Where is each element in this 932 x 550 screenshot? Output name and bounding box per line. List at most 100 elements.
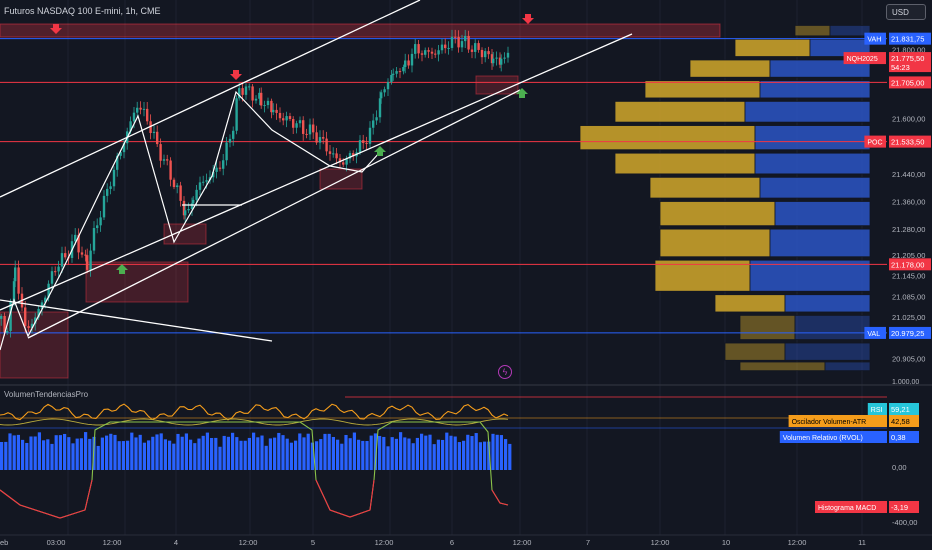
rvol-bar bbox=[449, 435, 453, 470]
candle-body bbox=[427, 50, 430, 52]
rvol-bar bbox=[4, 441, 8, 470]
rvol-bar bbox=[252, 432, 256, 470]
candle-body bbox=[335, 153, 338, 159]
indicator-label bbox=[788, 415, 887, 427]
candle-body bbox=[176, 185, 179, 188]
candle-body bbox=[325, 138, 328, 152]
rvol-bar bbox=[306, 433, 310, 470]
price-tag-text: POC bbox=[867, 140, 882, 147]
rvol-bar bbox=[365, 440, 369, 470]
candle-body bbox=[365, 142, 368, 144]
candle-body bbox=[96, 225, 99, 229]
rvol-bar bbox=[483, 441, 487, 470]
rvol-bar bbox=[25, 442, 29, 470]
candle-body bbox=[9, 300, 12, 331]
rvol-bar bbox=[151, 436, 155, 470]
rvol-bar bbox=[210, 437, 214, 470]
candle-body bbox=[318, 137, 322, 143]
rvol-bar bbox=[504, 439, 508, 470]
rvol-bar bbox=[289, 442, 293, 470]
volume-profile-bar bbox=[659, 228, 771, 258]
candle-body bbox=[362, 140, 365, 143]
candle-body bbox=[254, 98, 258, 101]
candle-body bbox=[14, 267, 17, 282]
candle-body bbox=[248, 86, 251, 88]
zone-box bbox=[319, 168, 363, 190]
volume-profile-bar bbox=[774, 201, 871, 227]
candle-body bbox=[74, 234, 77, 242]
candle-body bbox=[149, 121, 152, 134]
volume-profile-bar bbox=[754, 152, 871, 175]
time-tick: eb bbox=[0, 538, 8, 547]
rvol-bar bbox=[247, 437, 251, 470]
rvol-bar bbox=[21, 439, 25, 470]
rvol-bar bbox=[382, 436, 386, 470]
candle-body bbox=[30, 323, 34, 328]
rvol-bar bbox=[445, 432, 449, 470]
rvol-bar bbox=[214, 437, 218, 470]
candle-body bbox=[395, 71, 398, 74]
rvol-bar bbox=[361, 440, 365, 470]
indicator-value-badge bbox=[889, 415, 919, 427]
indicator-label bbox=[867, 403, 887, 415]
rvol-bar bbox=[277, 432, 281, 470]
rvol-bar bbox=[487, 441, 491, 470]
candle-body bbox=[40, 302, 44, 309]
time-tick: 12:00 bbox=[651, 538, 670, 547]
candle-body bbox=[129, 121, 132, 132]
volume-profile-bar bbox=[754, 125, 871, 151]
rvol-bar bbox=[117, 441, 121, 470]
price-tick: 21.800,00 bbox=[892, 46, 925, 55]
rvol-bar bbox=[172, 443, 176, 470]
rvol-bar bbox=[462, 440, 466, 470]
rvol-bar bbox=[105, 435, 109, 470]
time-tick: 12:00 bbox=[103, 538, 122, 547]
rvol-bar bbox=[378, 435, 382, 470]
candle-body bbox=[434, 53, 437, 55]
candle-body bbox=[179, 185, 182, 201]
rvol-bar bbox=[63, 433, 67, 470]
rvol-bar bbox=[268, 438, 272, 470]
price-tick: 21.025,00 bbox=[892, 313, 925, 322]
candle-body bbox=[407, 60, 410, 66]
indicator-value: -3,19 bbox=[891, 503, 908, 512]
rvol-bar bbox=[84, 432, 88, 470]
currency-button[interactable]: USD bbox=[886, 4, 926, 20]
volume-profile-bar bbox=[739, 315, 796, 340]
candle-body bbox=[404, 60, 407, 68]
lightning-icon[interactable]: ϟ bbox=[498, 365, 512, 379]
price-tag-text: VAL bbox=[867, 331, 880, 338]
rvol-bar bbox=[428, 434, 432, 470]
rvol-bar bbox=[0, 442, 4, 470]
candle-body bbox=[119, 152, 122, 156]
rvol-bar bbox=[407, 438, 411, 470]
rvol-bar bbox=[340, 443, 344, 470]
rvol-bar bbox=[357, 439, 361, 470]
macd-negative-line bbox=[0, 479, 93, 519]
candle-body bbox=[302, 120, 305, 134]
rvol-bar bbox=[327, 433, 331, 470]
volume-profile-bar bbox=[769, 228, 871, 258]
rvol-bar bbox=[264, 445, 268, 470]
candle-body bbox=[444, 44, 447, 49]
trend-line bbox=[0, 299, 273, 342]
indicator-label-name: Volumen Relativo (RVOL) bbox=[783, 435, 863, 442]
rvol-bar bbox=[273, 437, 277, 470]
candle-body bbox=[122, 143, 126, 153]
candle-body bbox=[410, 53, 414, 66]
candle-body bbox=[202, 181, 205, 183]
time-tick: 11 bbox=[858, 538, 866, 547]
candle-body bbox=[0, 315, 3, 319]
supply-zone bbox=[0, 23, 721, 38]
price-tick: 21.360,00 bbox=[892, 198, 925, 207]
candle-body bbox=[218, 167, 222, 169]
volume-profile-bar bbox=[784, 294, 871, 313]
rvol-bar bbox=[411, 443, 415, 470]
candle-body bbox=[222, 160, 225, 169]
price-tag bbox=[864, 32, 886, 45]
candle-body bbox=[332, 153, 335, 155]
price-label-value: 21.178,00 bbox=[891, 260, 924, 269]
price-label-badge bbox=[889, 135, 931, 148]
candle-body bbox=[352, 153, 355, 157]
